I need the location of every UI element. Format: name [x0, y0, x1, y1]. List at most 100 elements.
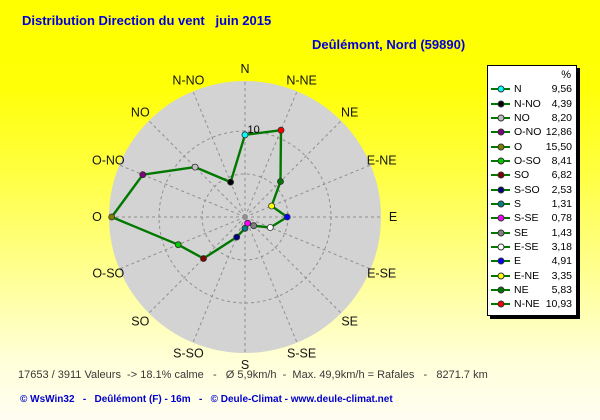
legend-item-S-SE: S-SE 0,78: [491, 211, 574, 225]
direction-label-S-SE: S-SE: [287, 347, 316, 361]
legend-marker-O-NO: [491, 128, 510, 137]
direction-label-N: N: [240, 62, 249, 76]
legend-dot: [497, 214, 504, 222]
legend-item-O: O 15,50: [491, 139, 574, 153]
legend-dot: [497, 200, 504, 208]
direction-label-NO: NO: [131, 105, 150, 119]
legend-dot: [497, 272, 504, 280]
legend-value: 8,20: [551, 111, 572, 124]
direction-label-S: S: [241, 358, 249, 372]
legend-label: O-SO: [514, 154, 541, 167]
legend-marker-S: [491, 199, 510, 208]
legend-label: E-SE: [514, 240, 539, 253]
legend-value: 6,82: [551, 169, 572, 182]
legend-dot: [497, 171, 504, 179]
legend-value: 15,50: [545, 140, 572, 153]
data-point-NO: [191, 163, 199, 171]
legend-item-E: E 4,91: [491, 254, 574, 268]
legend-label: SO: [514, 169, 530, 182]
legend-marker-SO: [491, 171, 510, 180]
legend-dot: [497, 157, 504, 165]
direction-label-E: E: [389, 210, 397, 224]
grid-spoke-E-SE: [244, 216, 371, 270]
data-point-N-NE: [277, 126, 285, 134]
grid-spoke-N-NE: [244, 91, 298, 218]
direction-label-E-SE: E-SE: [367, 267, 396, 281]
legend-item-E-SE: E-SE 3,18: [491, 240, 574, 254]
grid-spoke-SE: [244, 216, 342, 314]
legend-marker-N-NO: [491, 99, 510, 108]
grid-ring-10: [158, 130, 332, 304]
legend-label: N-NE: [514, 298, 540, 311]
legend-item-O-SO: O-SO 8,41: [491, 154, 574, 168]
legend-value: 3,18: [551, 240, 572, 253]
legend-label: O-NO: [514, 126, 542, 139]
legend-marker-O-SO: [491, 156, 510, 165]
direction-label-O-SO: O-SO: [92, 267, 124, 281]
data-point-N-NO: [227, 178, 235, 186]
data-point-O-NO: [139, 171, 147, 179]
grid-spoke-E-NE: [244, 164, 371, 218]
legend-label: S-SO: [514, 183, 540, 196]
legend-marker-O: [491, 142, 510, 151]
grid-spoke-O-NO: [119, 164, 246, 218]
data-point-E-NE: [268, 202, 276, 210]
legend-label: E-NE: [514, 269, 540, 282]
direction-label-SO: SO: [131, 315, 149, 329]
legend-item-O-NO: O-NO 12,86: [491, 125, 574, 139]
grid-spoke-N-NO: [192, 91, 246, 218]
legend-marker-N-NE: [491, 300, 510, 309]
legend-label: S: [514, 197, 522, 210]
legend-value: 9,56: [551, 83, 572, 96]
legend-label: E: [514, 255, 522, 268]
legend-label: N-NO: [514, 97, 541, 110]
legend-dot: [497, 85, 504, 93]
legend-value: 4,39: [551, 97, 572, 110]
legend-marker-N: [491, 85, 510, 94]
legend-value: 1,31: [551, 197, 572, 210]
station-subtitle: Deûlémont, Nord (59890): [312, 37, 466, 52]
legend-label: O: [514, 140, 523, 153]
direction-label-E-NE: E-NE: [367, 153, 397, 167]
legend-items: N 9,56 N-NO 4,39 NO 8,20 O-NO 12,86 O 15,50 O-SO 8,…: [491, 82, 574, 312]
legend-item-N-NO: N-NO 4,39: [491, 96, 574, 110]
legend-value: 4,91: [551, 255, 572, 268]
legend-item-E-NE: E-NE 3,35: [491, 268, 574, 282]
legend-marker-NO: [491, 113, 510, 122]
data-point-S-SO: [233, 233, 241, 241]
legend-value: 10,93: [545, 298, 572, 311]
direction-label-O-NO: O-NO: [92, 153, 125, 167]
legend-item-NE: NE 5,83: [491, 283, 574, 297]
data-point-N: [241, 131, 249, 139]
legend-item-S-SO: S-SO 2,53: [491, 182, 574, 196]
legend-marker-S-SO: [491, 185, 510, 194]
legend-marker-SE: [491, 228, 510, 237]
legend-label: S-SE: [514, 212, 539, 225]
legend-item-SO: SO 6,82: [491, 168, 574, 182]
data-point-SE: [250, 222, 258, 230]
legend-dot: [497, 300, 504, 308]
legend-value: 1,43: [551, 226, 572, 239]
legend-dot: [497, 257, 504, 265]
legend-label: NO: [514, 111, 530, 124]
footer-credits: © WsWin32 - Deûlémont (F) - 16m - © Deul…: [20, 394, 393, 405]
legend-marker-E: [491, 257, 510, 266]
legend-marker-NE: [491, 285, 510, 294]
legend-item-S: S 1,31: [491, 197, 574, 211]
footer-statistics: 17653 / 3911 Valeurs -> 18.1% calme - Ø …: [18, 369, 488, 381]
legend-marker-E-SE: [491, 242, 510, 251]
grid-spoke-S-SE: [244, 216, 298, 343]
grid-spoke-O-SO: [119, 216, 246, 270]
data-point-SO: [200, 255, 207, 262]
legend-dot: [497, 286, 504, 294]
legend-value: 0,78: [551, 212, 572, 225]
data-point-E: [283, 213, 291, 221]
legend-marker-E-NE: [491, 271, 510, 280]
direction-label-NE: NE: [341, 105, 358, 119]
direction-label-N-NE: N-NE: [286, 73, 317, 87]
legend-item-N-NE: N-NE 10,93: [491, 297, 574, 311]
data-point-S-SE: [244, 219, 252, 227]
legend: % N 9,56 N-NO 4,39 NO 8,20 O-NO 12,86 O 15,50 O-SO…: [487, 65, 577, 316]
legend-dot: [497, 143, 504, 151]
